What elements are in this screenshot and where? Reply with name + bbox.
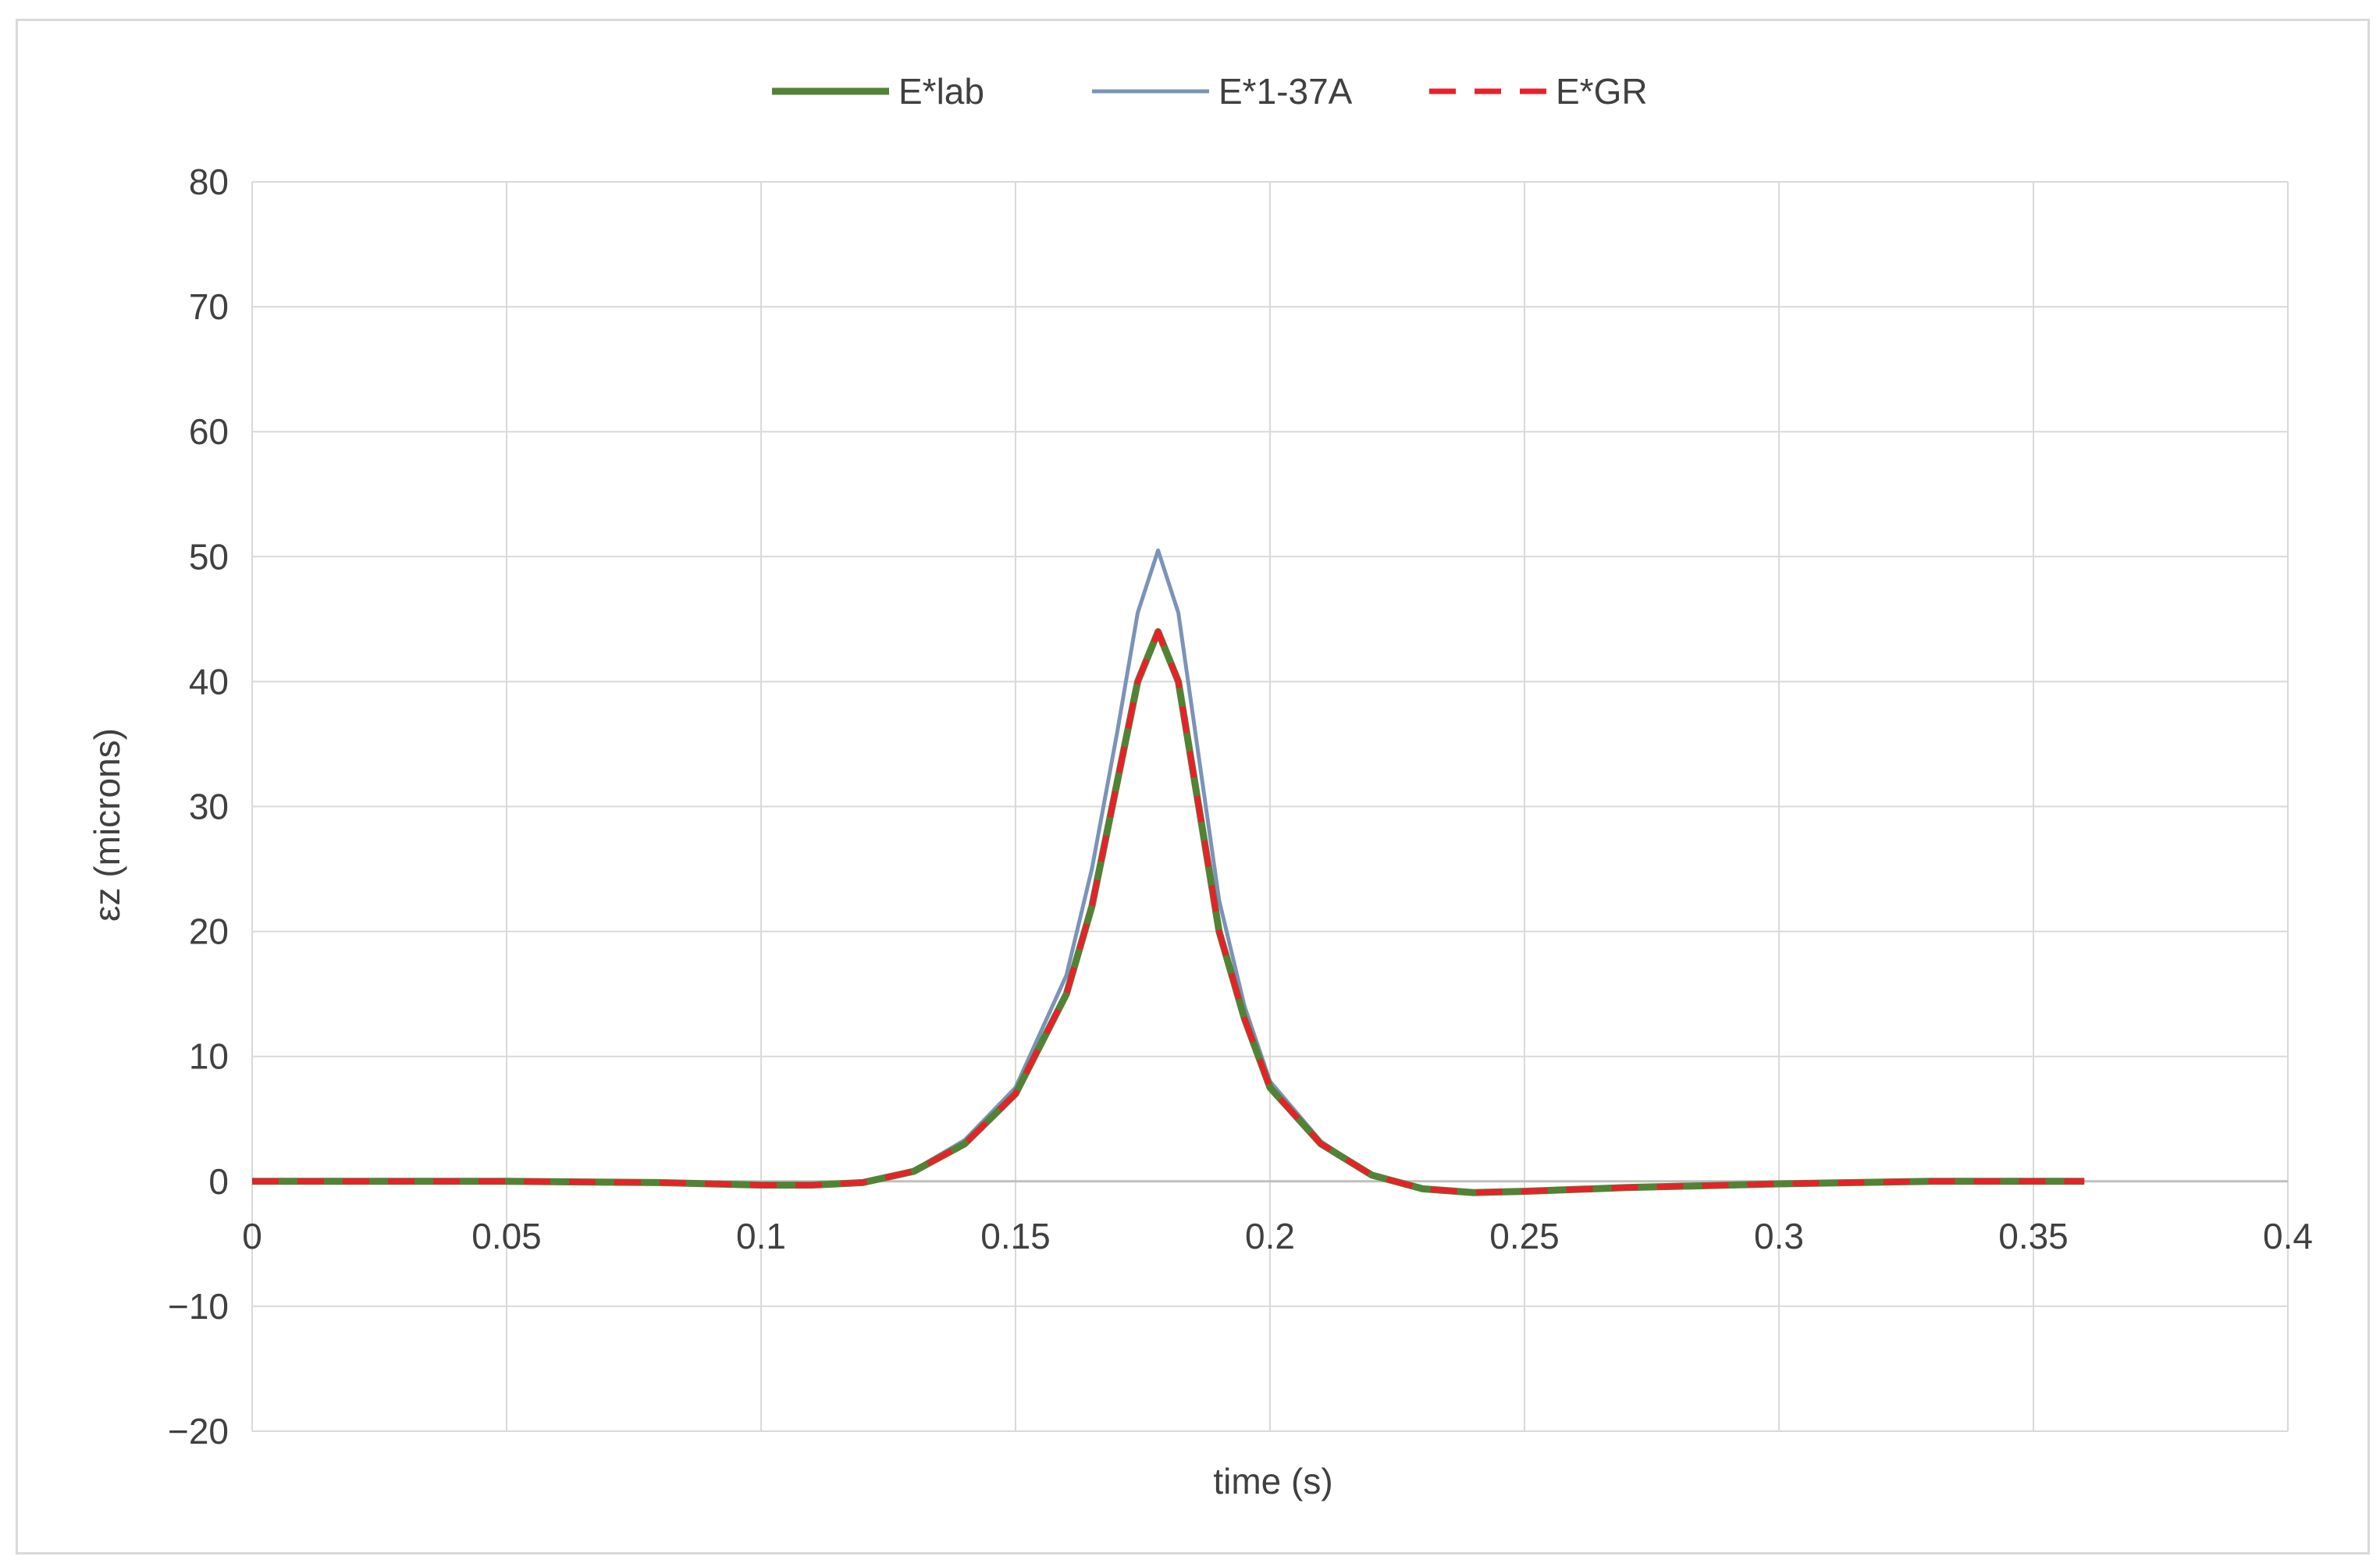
legend-label: E*GR <box>1556 71 1648 112</box>
x-tick-label: 0.05 <box>471 1216 542 1256</box>
x-tick-label: 0.1 <box>736 1216 786 1256</box>
legend-label: E*1-37A <box>1218 71 1353 112</box>
y-tick-label: 10 <box>189 1036 229 1077</box>
y-tick-label: 20 <box>189 911 229 952</box>
legend: E*lab E*1-37A E*GR <box>772 71 1648 112</box>
legend-label: E*lab <box>898 71 984 112</box>
y-tick-label: 70 <box>189 286 229 327</box>
line-chart: 0 0.05 0.1 0.15 0.2 0.25 0.3 0.35 0.4 −20 −10 0 10 2… <box>87 71 2313 1501</box>
y-tick-label: 40 <box>189 661 229 702</box>
x-tick-label: 0.25 <box>1489 1216 1560 1256</box>
y-tick-label: 30 <box>189 787 229 827</box>
y-tick-label: 60 <box>189 411 229 452</box>
y-tick-label: 0 <box>208 1161 229 1202</box>
series-line-e-1-37a <box>252 548 2085 1195</box>
y-tick-labels: −20 −10 0 10 20 30 40 50 60 70 80 <box>168 162 229 1452</box>
series-line-e-gr <box>252 628 2085 1196</box>
x-axis-title: time (s) <box>1213 1461 1332 1501</box>
series-line-e-lab <box>252 627 2085 1196</box>
y-tick-label: −20 <box>168 1411 229 1452</box>
y-tick-label: −10 <box>168 1286 229 1327</box>
x-tick-label: 0.35 <box>1998 1216 2069 1256</box>
x-tick-label: 0.3 <box>1754 1216 1804 1256</box>
y-tick-label: 50 <box>189 536 229 577</box>
x-tick-label: 0 <box>242 1216 262 1256</box>
x-tick-label: 0.2 <box>1245 1216 1295 1256</box>
series-lines <box>252 548 2085 1196</box>
x-tick-label: 0.15 <box>980 1216 1051 1256</box>
x-tick-label: 0.4 <box>2263 1216 2313 1256</box>
y-tick-label: 80 <box>189 162 229 202</box>
x-tick-labels: 0 0.05 0.1 0.15 0.2 0.25 0.3 0.35 0.4 <box>242 1216 2313 1256</box>
chart-frame: 0 0.05 0.1 0.15 0.2 0.25 0.3 0.35 0.4 −20 −10 0 10 2… <box>16 19 2370 1555</box>
y-axis-title: εz (microns) <box>87 728 127 922</box>
